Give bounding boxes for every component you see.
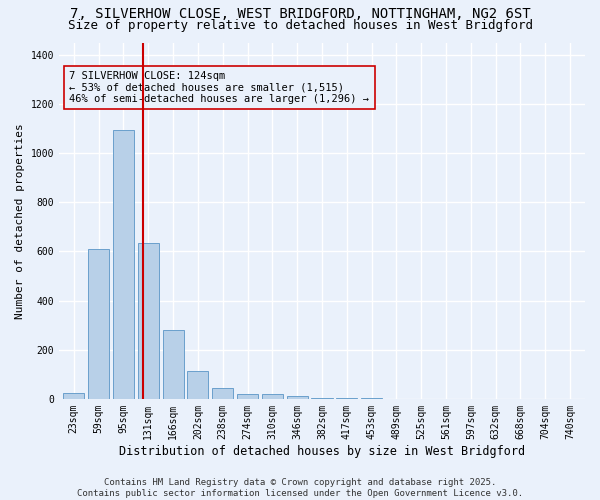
Bar [63,392,85,399]
Bar [212,388,233,399]
Y-axis label: Number of detached properties: Number of detached properties [15,123,25,318]
Text: Size of property relative to detached houses in West Bridgford: Size of property relative to detached ho… [67,19,533,32]
Bar [138,243,159,399]
Bar [113,130,134,399]
Text: 7 SILVERHOW CLOSE: 124sqm
← 53% of detached houses are smaller (1,515)
46% of se: 7 SILVERHOW CLOSE: 124sqm ← 53% of detac… [70,71,370,104]
Bar [163,330,184,399]
Text: 7, SILVERHOW CLOSE, WEST BRIDGFORD, NOTTINGHAM, NG2 6ST: 7, SILVERHOW CLOSE, WEST BRIDGFORD, NOTT… [70,8,530,22]
Text: Contains HM Land Registry data © Crown copyright and database right 2025.
Contai: Contains HM Land Registry data © Crown c… [77,478,523,498]
Bar [287,396,308,399]
Bar [311,398,332,399]
Bar [336,398,358,399]
Bar [237,394,258,399]
Bar [88,249,109,399]
X-axis label: Distribution of detached houses by size in West Bridgford: Distribution of detached houses by size … [119,444,525,458]
Bar [262,394,283,399]
Bar [187,370,208,399]
